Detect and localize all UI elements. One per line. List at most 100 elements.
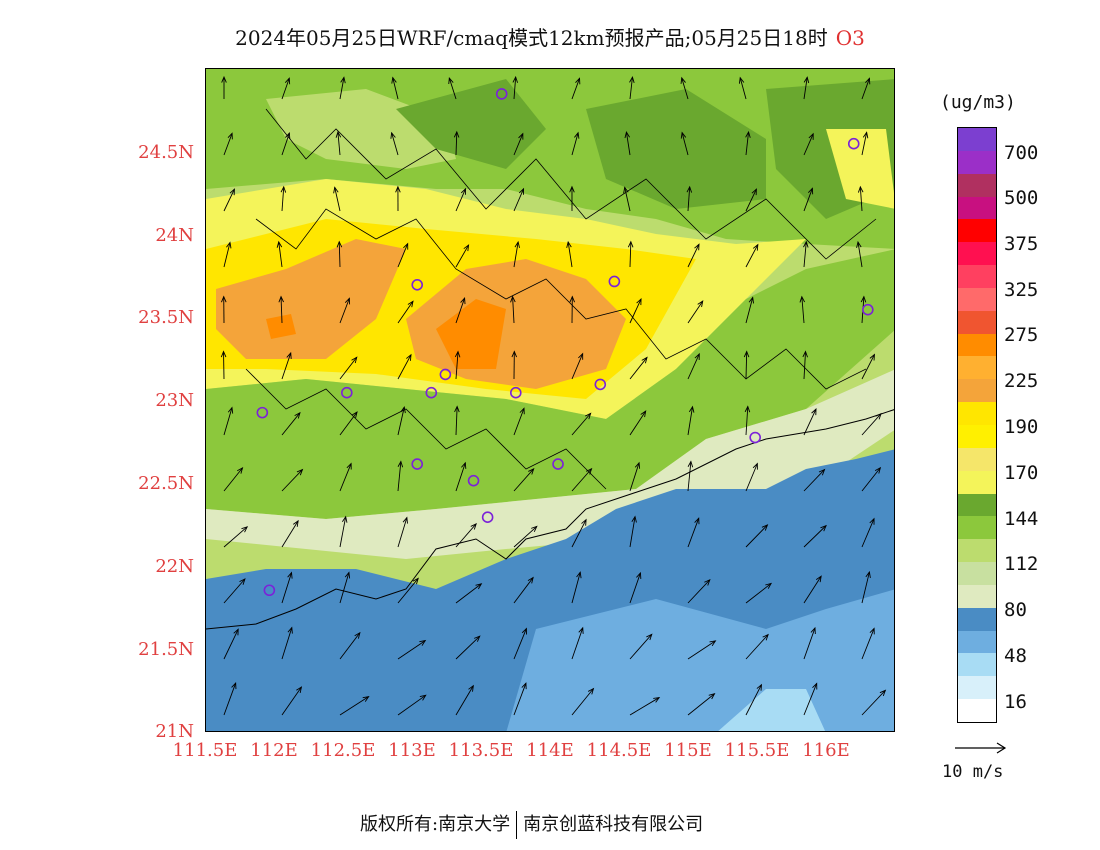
wind-arrow <box>455 522 477 548</box>
wind-reference-label: 10 m/s <box>942 762 1004 782</box>
wind-arrow <box>339 462 352 492</box>
wind-arrow <box>857 185 864 212</box>
wind-arrow <box>571 626 584 660</box>
wind-arrow <box>571 131 580 156</box>
south-green <box>206 249 894 519</box>
station-marker <box>411 458 424 470</box>
colorbar-segment <box>958 333 996 357</box>
wind-arrow <box>335 130 342 156</box>
station-marker <box>341 386 353 399</box>
wind-arrow <box>745 633 769 660</box>
wind-arrow <box>803 626 816 660</box>
wind-arrow <box>223 578 246 604</box>
wind-arrow <box>569 185 575 212</box>
wind-arrow <box>803 468 826 492</box>
wind-arrow <box>803 240 809 268</box>
wind-arrow <box>510 295 516 324</box>
wind-arrow <box>280 185 287 212</box>
colorbar-segment <box>958 310 996 334</box>
colorbar-segment <box>958 219 996 243</box>
wind-arrow <box>571 518 587 548</box>
colorbar-label: 16 <box>1004 691 1027 713</box>
colorbar-segment <box>958 630 996 654</box>
wind-arrow <box>744 405 751 436</box>
colorbar-label: 700 <box>1004 142 1039 164</box>
wind-arrow <box>629 633 653 660</box>
station-marker <box>256 406 269 419</box>
orange-west <box>216 239 406 359</box>
station-marker <box>495 88 508 100</box>
colorbar-segment <box>958 653 996 677</box>
lat-label: 24N <box>155 225 194 246</box>
wind-arrow <box>627 240 634 268</box>
wind-arrow <box>395 185 401 212</box>
colorbar-segment <box>958 584 996 608</box>
colorbar-label: 190 <box>1004 416 1039 438</box>
wind-arrow <box>687 693 716 716</box>
wind-arrow <box>629 571 642 604</box>
wind-arrow <box>397 242 409 268</box>
wind-arrow <box>397 460 404 492</box>
wind-arrow <box>513 407 525 436</box>
wind-arrow <box>803 187 814 212</box>
boundary-line-3 <box>245 368 607 490</box>
lon-label: 112E <box>250 740 298 761</box>
colorbar-segment <box>958 128 996 151</box>
wind-reference-arrow-icon <box>955 742 1007 754</box>
unit-label: (ug/m3) <box>940 92 1016 113</box>
lon-label: 116E <box>802 740 850 761</box>
wind-arrow <box>687 300 704 324</box>
wind-arrow <box>513 240 520 268</box>
station-marker <box>594 378 607 391</box>
wind-arrow <box>281 519 299 548</box>
station-markers <box>256 88 874 597</box>
wind-arrow <box>686 185 693 212</box>
wind-arrow <box>223 681 237 716</box>
wind-arrow <box>339 297 351 324</box>
lon-label: 114.5E <box>586 740 652 761</box>
lat-label: 23N <box>155 390 194 411</box>
wind-arrow <box>513 682 527 716</box>
wind-arrow <box>455 583 483 604</box>
lon-label: 112.5E <box>310 740 376 761</box>
wind-arrow <box>455 684 474 716</box>
wind-arrow <box>745 243 759 268</box>
wind-arrow <box>513 467 535 492</box>
wind-arrow <box>629 696 661 716</box>
wind-arrow <box>223 466 244 492</box>
station-marker <box>481 511 494 524</box>
wind-arrow <box>802 350 808 380</box>
copyright-text: 版权所有:南京大学 <box>360 814 511 835</box>
wind-arrow <box>745 130 751 156</box>
wind-arrow <box>738 76 747 100</box>
wind-arrow <box>571 77 581 100</box>
wind-arrow <box>624 131 631 156</box>
colorbar-segment <box>958 356 996 380</box>
wind-arrow <box>339 76 346 100</box>
colorbar-label: 144 <box>1004 508 1039 530</box>
wind-arrow <box>454 405 460 436</box>
wind-arrow <box>281 351 292 380</box>
wind-arrow <box>513 627 527 660</box>
wind-arrow <box>397 694 427 716</box>
colorbar-label: 375 <box>1004 233 1039 255</box>
wind-arrow <box>569 295 575 324</box>
wind-arrow <box>339 571 351 604</box>
boundary-line-1 <box>255 208 867 390</box>
lat-label: 21N <box>155 721 194 742</box>
wind-arrow <box>223 406 234 436</box>
wind-arrow <box>220 350 227 380</box>
colorbar-segment <box>958 265 996 288</box>
wind-arrow <box>803 575 822 604</box>
wind-arrow <box>743 350 750 380</box>
wind-arrow <box>339 411 358 436</box>
wind-arrow <box>281 686 303 716</box>
wind-arrow <box>629 410 647 436</box>
colorbar-segment <box>958 676 996 700</box>
wind-arrow <box>391 76 399 100</box>
wind-arrows <box>220 75 887 716</box>
station-marker <box>411 279 424 291</box>
lon-label: 113.5E <box>448 740 514 761</box>
wind-arrow <box>566 240 573 268</box>
wind-arrow <box>856 240 863 268</box>
